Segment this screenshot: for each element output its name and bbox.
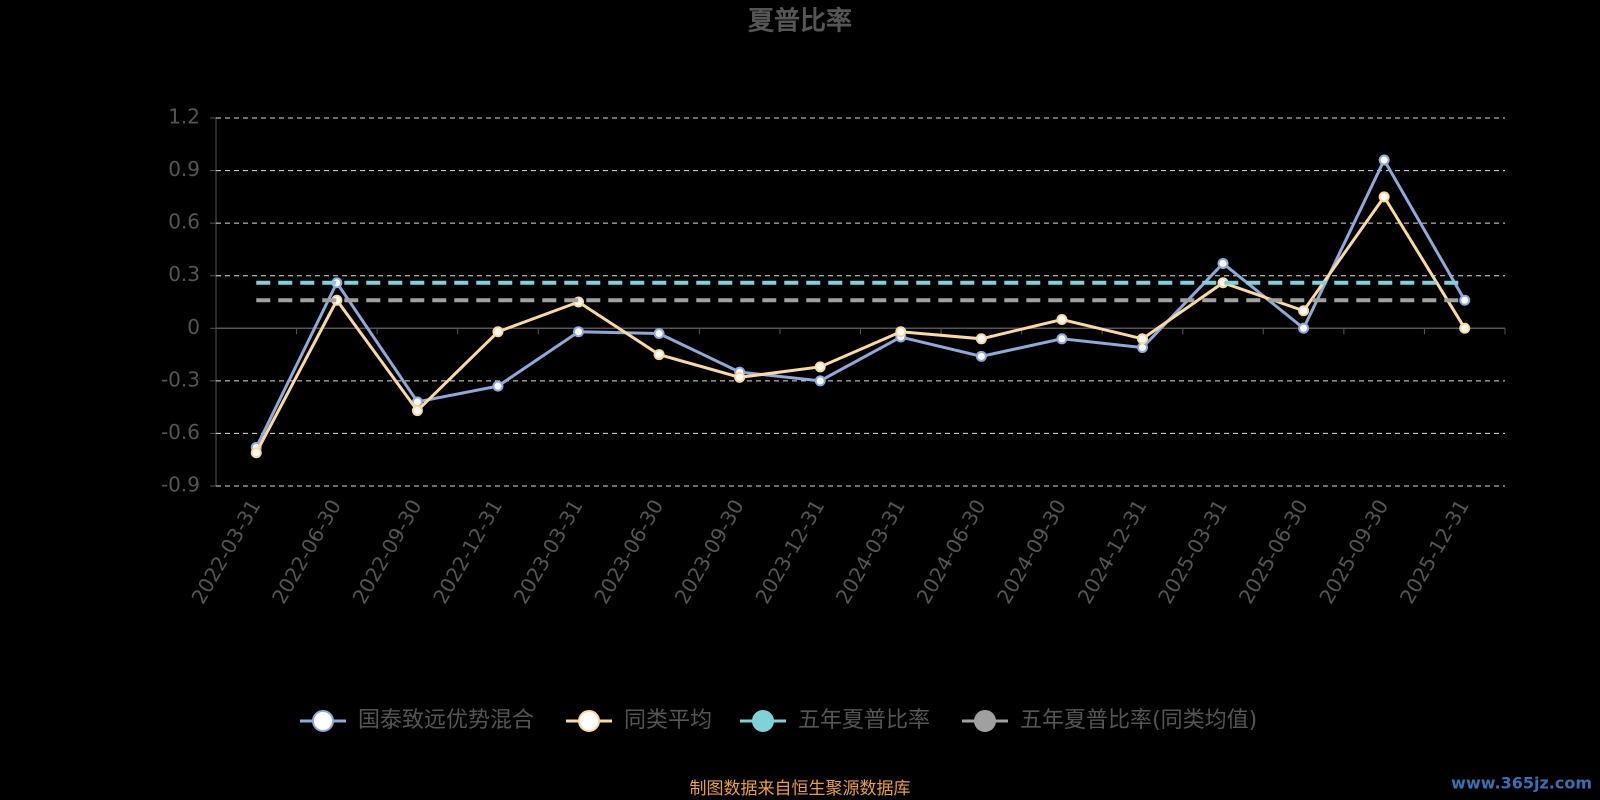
y-tick-label: -0.3: [161, 367, 200, 391]
y-tick-label: 0.9: [168, 157, 200, 181]
legend-marker: [974, 710, 996, 732]
x-tick-label: 2023-06-30: [589, 495, 668, 608]
y-tick-label: 0: [187, 315, 200, 339]
point: [1298, 305, 1310, 317]
point: [975, 350, 987, 362]
x-tick-label: 2022-03-31: [186, 495, 265, 608]
point: [411, 405, 423, 417]
point: [1217, 257, 1229, 269]
point: [895, 326, 907, 338]
legend-marker: [578, 710, 600, 732]
x-tick-label: 2025-12-31: [1395, 495, 1474, 608]
point: [492, 380, 504, 392]
x-tick-label: 2025-06-30: [1234, 495, 1313, 608]
x-tick-label: 2025-03-31: [1153, 495, 1232, 608]
x-tick-label: 2025-09-30: [1314, 495, 1393, 608]
y-tick-label: -0.9: [161, 473, 200, 497]
point: [975, 333, 987, 345]
point: [814, 361, 826, 373]
series-line: [254, 194, 1466, 454]
watermark: www.365jz.com: [1451, 774, 1592, 793]
point: [1298, 322, 1310, 334]
point: [1459, 294, 1471, 306]
y-tick-label: 1.2: [168, 105, 200, 129]
point: [573, 326, 585, 338]
y-tick-label: -0.6: [161, 420, 200, 444]
point: [814, 375, 826, 387]
legend-label: 五年夏普比率(同类均值): [1020, 708, 1257, 733]
legend-label: 同类平均: [624, 708, 712, 733]
point: [1136, 333, 1148, 345]
x-tick-label: 2024-03-31: [831, 495, 910, 608]
y-tick-label: 0.3: [168, 262, 200, 286]
legend-label: 五年夏普比率: [798, 708, 930, 733]
x-tick-label: 2023-03-31: [509, 495, 588, 608]
point: [734, 371, 746, 383]
x-tick-label: 2024-09-30: [992, 495, 1071, 608]
point: [1378, 191, 1390, 203]
point: [653, 349, 665, 361]
point: [1056, 333, 1068, 345]
point: [1378, 154, 1390, 166]
source-note: 制图数据来自恒生聚源数据库: [690, 779, 911, 799]
x-tick-label: 2022-09-30: [348, 495, 427, 608]
legend-marker: [752, 710, 774, 732]
y-tick-label: 0.6: [168, 210, 200, 234]
x-tick-label: 2023-09-30: [670, 495, 749, 608]
x-tick-label: 2022-06-30: [267, 495, 346, 608]
legend-label: 国泰致远优势混合: [358, 708, 534, 733]
x-tick-label: 2023-12-31: [750, 495, 829, 608]
chart-title: 夏普比率: [748, 6, 852, 37]
point: [653, 328, 665, 340]
x-tick-label: 2022-12-31: [428, 495, 507, 608]
point: [1459, 322, 1471, 334]
point: [492, 326, 504, 338]
x-tick-label: 2024-12-31: [1073, 495, 1152, 608]
point: [1056, 314, 1068, 326]
point: [1136, 342, 1148, 354]
x-tick-label: 2024-06-30: [912, 495, 991, 608]
legend-marker: [312, 710, 334, 732]
point: [250, 447, 262, 459]
